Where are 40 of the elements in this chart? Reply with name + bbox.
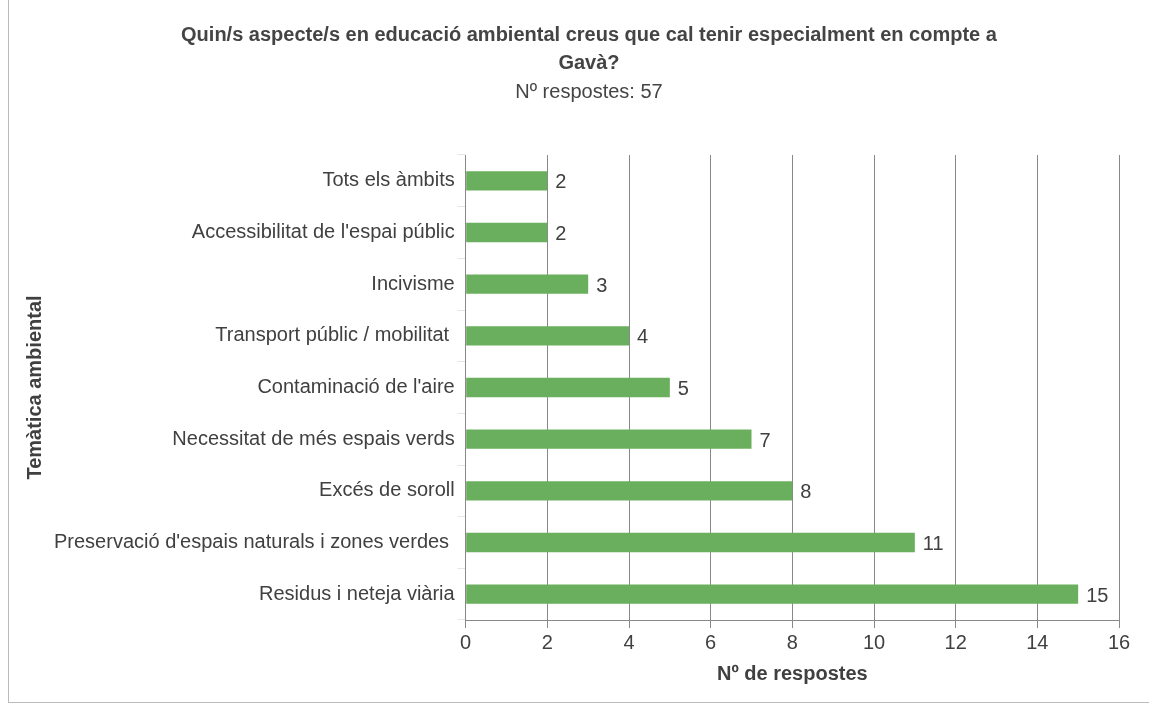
data-label: 4 xyxy=(637,325,649,348)
data-label: 15 xyxy=(1086,583,1109,606)
chart-subtitle: Nº respostes: 57 xyxy=(514,80,664,103)
x-axis-title: Nº de respostes xyxy=(716,661,868,684)
y-tick-label: Tots els àmbits xyxy=(322,168,455,191)
y-tick-label: Necessitat de més espais verds xyxy=(172,426,455,449)
y-tick-label: Excés de soroll xyxy=(319,478,455,501)
x-tick-label: 2 xyxy=(541,630,553,653)
data-label: 7 xyxy=(759,428,771,451)
data-label: 5 xyxy=(677,377,689,400)
y-tick-label: Incivisme xyxy=(371,271,455,294)
bar xyxy=(466,584,1079,604)
data-label: 8 xyxy=(800,480,812,503)
y-tick-label: Residus i neteja viària xyxy=(259,581,456,604)
y-tick-label: Transport públic / mobilitat xyxy=(215,323,455,346)
bar xyxy=(466,429,752,449)
x-tick-label: 8 xyxy=(786,630,798,653)
chart-title: Quin/s aspecte/s en educació ambiental creus que cal tenir especialment en compte a Gavà? xyxy=(180,22,998,75)
x-tick-label: 10 xyxy=(862,630,886,653)
data-label: 2 xyxy=(555,170,567,193)
bar xyxy=(466,326,630,346)
y-tick-label: Accessibilitat de l'espai públic xyxy=(191,220,455,243)
bar xyxy=(466,377,670,398)
bar xyxy=(466,222,548,243)
x-tick-label: 12 xyxy=(944,630,967,653)
data-label: 11 xyxy=(922,532,944,555)
data-label: 3 xyxy=(596,273,608,296)
y-tick-label: Preservació d'espais naturals i zones verdes xyxy=(54,530,455,553)
x-tick-label: 6 xyxy=(705,630,717,653)
x-tick-label: 4 xyxy=(623,630,635,653)
data-label: 2 xyxy=(555,222,567,245)
x-tick-label: 14 xyxy=(1026,630,1049,653)
bar xyxy=(466,481,793,501)
bar xyxy=(466,274,589,294)
bar xyxy=(466,532,915,553)
y-tick-label: Contaminació de l'aire xyxy=(257,375,455,398)
bar xyxy=(466,171,548,191)
x-tick-label: 0 xyxy=(460,630,472,653)
y-axis-title: Temàtica ambiental xyxy=(22,295,45,480)
x-tick-label: 16 xyxy=(1107,630,1131,653)
